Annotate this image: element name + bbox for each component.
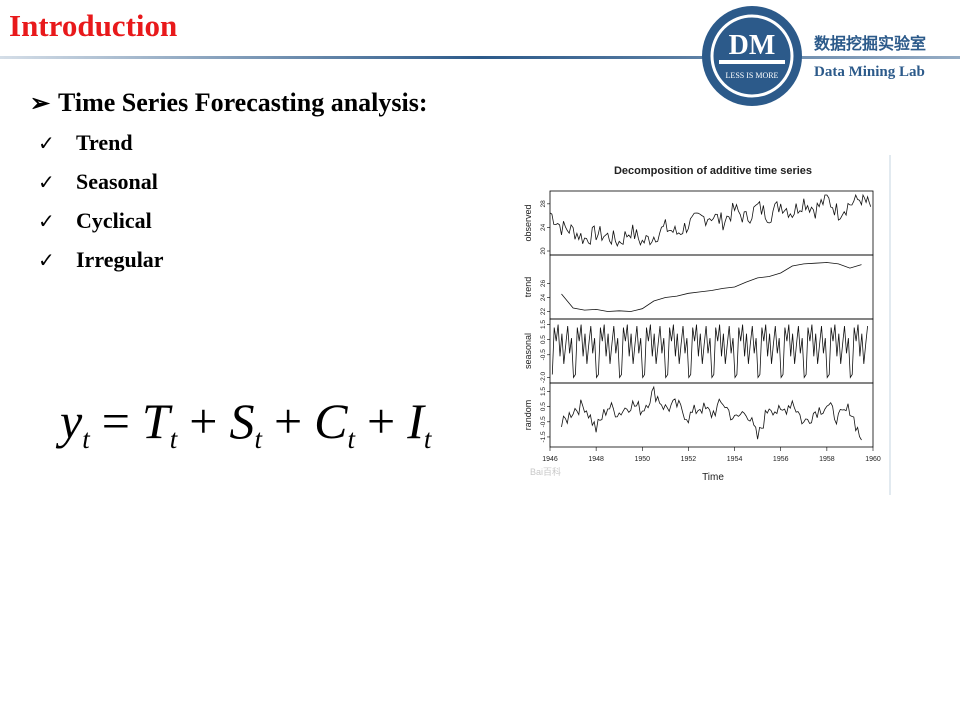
watermark: Bai百科: [530, 466, 561, 477]
checkmark-icon: ✓: [38, 170, 55, 194]
x-tick-label: 1956: [773, 456, 789, 463]
component-list: ✓ Trend ✓ Seasonal ✓ Cyclical ✓ Irregular: [38, 130, 164, 286]
x-tick-label: 1958: [819, 456, 835, 463]
formula-trend-term: T: [141, 393, 170, 449]
formula-irregular-term: I: [407, 393, 424, 449]
formula-seasonal-term: S: [229, 393, 255, 449]
y-tick-label: -2.0: [540, 372, 547, 384]
series-line-trend: [561, 262, 862, 312]
checkmark-icon: ✓: [38, 248, 55, 272]
section-heading-text: Time Series Forecasting analysis:: [58, 88, 428, 117]
formula-subscript: t: [347, 424, 356, 454]
logo-tagline: LESS IS MORE: [726, 71, 779, 80]
panel-label: observed: [523, 204, 533, 241]
y-tick-label: -0.5: [540, 349, 547, 361]
y-tick-label: 20: [540, 247, 547, 255]
y-tick-label: 0.5: [540, 402, 547, 411]
formula-subscript: t: [423, 424, 432, 454]
formula-subscript: t: [169, 424, 178, 454]
decomposition-chart: Decomposition of additive time series Ti…: [505, 155, 895, 495]
panel-label: random: [523, 400, 533, 431]
y-tick-label: 26: [540, 280, 547, 288]
logo-monogram: DM: [729, 30, 776, 61]
x-tick-label: 1946: [542, 456, 558, 463]
section-heading: ➢ Time Series Forecasting analysis:: [30, 88, 428, 118]
y-tick-label: -1.5: [540, 431, 547, 443]
y-tick-label: 22: [540, 308, 547, 316]
y-tick-label: 24: [540, 223, 547, 231]
y-tick-label: 1.5: [540, 320, 547, 329]
panel-label: trend: [523, 277, 533, 298]
formula-lhs: y: [60, 393, 83, 449]
x-axis-label: Time: [702, 472, 724, 483]
x-tick-label: 1954: [727, 456, 743, 463]
lab-name-chinese: 数据挖掘实验室: [814, 34, 927, 53]
arrowhead-bullet-icon: ➢: [30, 91, 51, 117]
formula-plus: +: [367, 393, 396, 449]
x-tick-label: 1948: [588, 456, 604, 463]
formula-cyclical-term: C: [314, 393, 348, 449]
series-line-random: [561, 385, 862, 441]
series-line-observed: [549, 193, 872, 247]
list-item-label: Trend: [76, 130, 133, 155]
series-line-seasonal: [551, 324, 868, 379]
list-item: ✓ Trend: [38, 130, 164, 169]
y-tick-label: -0.5: [540, 416, 547, 428]
list-item: ✓ Seasonal: [38, 169, 164, 208]
formula-subscript: t: [254, 424, 262, 454]
y-tick-label: 1.5: [540, 387, 547, 396]
decomposition-formula: yt = Tt + St + Ct + It: [60, 392, 431, 455]
list-item-label: Irregular: [76, 247, 164, 272]
formula-plus: +: [189, 393, 218, 449]
list-item-label: Seasonal: [76, 169, 158, 194]
checkmark-icon: ✓: [38, 209, 55, 233]
lab-name-english: Data Mining Lab: [814, 64, 925, 80]
y-tick-label: 28: [540, 200, 547, 208]
slide-title: Introduction: [9, 8, 178, 43]
chart-title: Decomposition of additive time series: [614, 165, 812, 177]
panel-frame: [549, 382, 874, 448]
list-item-label: Cyclical: [76, 208, 152, 233]
formula-subscript: t: [82, 424, 90, 454]
panel-label: seasonal: [523, 333, 533, 369]
dm-logo: DM LESS IS MORE: [702, 6, 802, 106]
checkmark-icon: ✓: [38, 131, 55, 155]
formula-plus: +: [273, 393, 303, 449]
list-item: ✓ Cyclical: [38, 208, 164, 247]
formula-equals: =: [101, 393, 130, 449]
y-tick-label: 0.5: [540, 335, 547, 344]
list-item: ✓ Irregular: [38, 247, 164, 286]
x-tick-label: 1960: [865, 456, 881, 463]
y-tick-label: 24: [540, 294, 547, 302]
header-divider: [0, 56, 960, 59]
x-tick-label: 1950: [634, 456, 650, 463]
x-tick-label: 1952: [681, 456, 697, 463]
